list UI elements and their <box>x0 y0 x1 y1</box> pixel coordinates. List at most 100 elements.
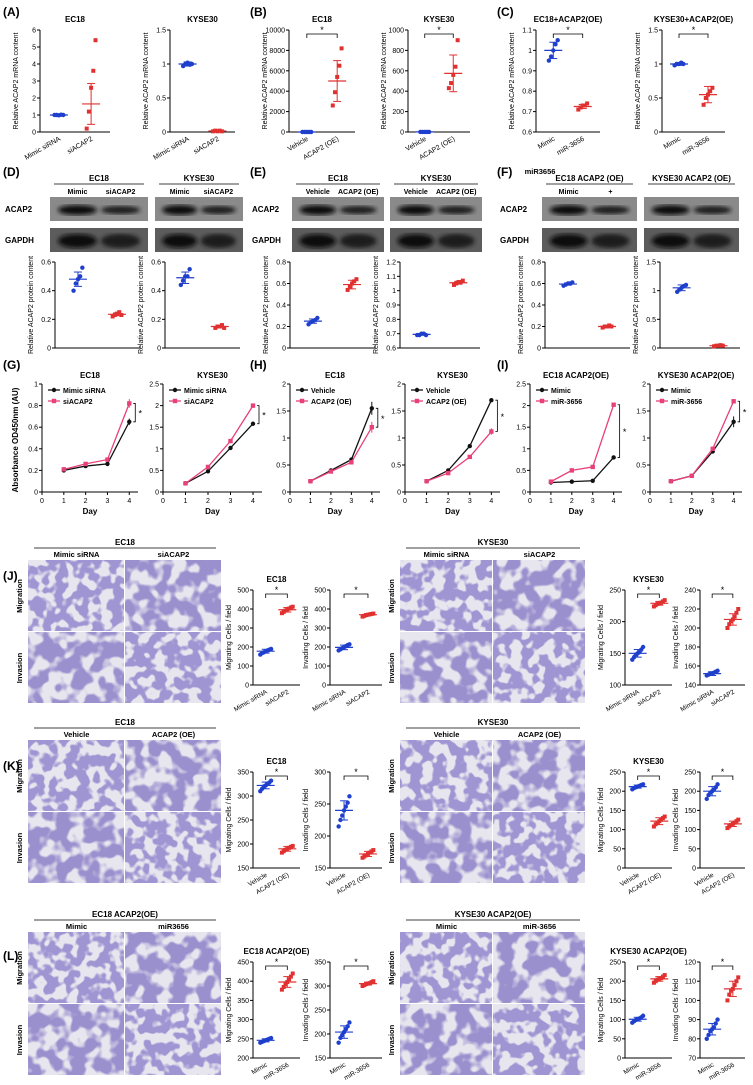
legend-marker <box>51 398 57 404</box>
significance-mark: * <box>721 767 725 777</box>
y-tick-label: 2000 <box>269 109 285 116</box>
significance-bracket <box>678 33 709 38</box>
y-tick-label: 0 <box>157 346 161 353</box>
y-tick-label: 0.2 <box>531 324 541 331</box>
y-tick-label: 350 <box>314 960 326 967</box>
chart-D1: 0 0.2 0.4 0.6 Relative ACAP2 protein content <box>28 256 140 354</box>
y-tick-label: 200 <box>684 789 696 796</box>
y-tick-label: 400 <box>314 607 326 614</box>
y-axis-label: Relative ACAP2 protein content <box>263 256 270 354</box>
band <box>397 205 435 215</box>
band <box>200 206 236 214</box>
y-tick-label: 250 <box>609 588 621 595</box>
significance-bracket <box>343 775 369 780</box>
cell-texture <box>28 932 124 1003</box>
chart-title: EC18 <box>266 575 287 584</box>
significance-mark: * <box>566 25 570 35</box>
y-tick-label: 350 <box>237 770 249 777</box>
data-point <box>290 843 295 848</box>
data-point <box>287 977 292 982</box>
data-point <box>347 284 352 289</box>
chart-title: KYSE30 <box>197 371 228 380</box>
significance-mark: * <box>262 411 266 421</box>
data-point <box>701 102 706 107</box>
significance-bracket <box>737 400 741 423</box>
chart-J4: 140 160 180 200 220 240 Invading Cells / field… <box>673 585 745 713</box>
chart-title: KYSE30 <box>633 757 664 766</box>
significance-bracket <box>343 593 369 598</box>
x-tick-label: 3 <box>349 498 353 505</box>
data-point <box>662 814 667 819</box>
legend-marker <box>659 398 665 404</box>
y-tick-label: 0.9 <box>522 68 532 75</box>
data-point <box>611 402 616 407</box>
data-point <box>467 454 472 460</box>
y-tick-label: 0 <box>47 346 51 353</box>
data-point <box>352 279 357 284</box>
cell-texture <box>28 632 124 703</box>
y-axis-label: Migrating Cells / field <box>226 787 233 852</box>
x-tick-label: 4 <box>612 498 616 505</box>
micrograph-column-label: Vehicle <box>434 730 460 739</box>
x-tick-label: 2 <box>206 498 210 505</box>
significance-bracket <box>617 404 621 458</box>
y-tick-label: 1 <box>282 436 286 443</box>
band <box>100 206 141 214</box>
x-axis-label: Day <box>328 507 343 516</box>
data-point <box>453 64 458 69</box>
data-point <box>489 398 494 403</box>
y-axis-label: Relative ACAP2 mRNA content <box>635 33 642 130</box>
protein-label-acap2: ACAP2 <box>500 205 528 214</box>
data-point <box>93 38 98 43</box>
micrograph-column-label: Mimic siRNA <box>54 550 100 559</box>
y-tick-label: 8000 <box>269 48 285 55</box>
data-point <box>183 481 188 486</box>
cell-texture <box>125 632 221 703</box>
cell-texture <box>493 812 585 883</box>
y-tick-label: 2.5 <box>516 382 526 389</box>
data-point <box>668 479 674 484</box>
y-tick-label: 0 <box>34 490 38 497</box>
blot-group-title: EC18 <box>328 174 349 183</box>
band <box>57 205 98 215</box>
chart-K1: 150 200 250 300 350 EC18 Migrating Cells / fie… <box>226 757 300 896</box>
data-point <box>71 288 76 293</box>
micrograph-title: EC18 <box>115 718 136 727</box>
significance-mark: * <box>437 25 441 35</box>
y-tick-label: 2 <box>642 382 646 389</box>
y-tick-label: 0 <box>400 130 404 137</box>
panel-label-L: (L) <box>3 949 18 963</box>
chart-title: KYSE30 <box>437 371 468 380</box>
significance-bracket <box>265 593 288 598</box>
chart-E1: 0 0.2 0.4 0.6 0.8 Relative ACAP2 protein cont… <box>263 256 375 354</box>
x-tick-label: 1 <box>549 498 553 505</box>
data-point <box>734 610 739 615</box>
micrograph-column-label: miR-3656 <box>523 922 556 931</box>
legend-label: Vehicle <box>426 388 450 395</box>
data-point <box>736 975 741 980</box>
y-tick-label: 100 <box>684 827 696 834</box>
blot-group-title: EC18 <box>89 174 110 183</box>
legend-marker <box>659 387 665 393</box>
series-line <box>670 401 735 482</box>
band <box>299 205 337 215</box>
y-tick-label: 50 <box>613 846 621 853</box>
data-point <box>555 38 560 43</box>
y-tick-label: 1.5 <box>156 28 166 35</box>
blot-F-2: KYSE30 ACAP2 (OE) <box>644 174 739 252</box>
y-axis-label: Relative ACAP2 protein content <box>138 256 145 354</box>
chart-F2: 0 0.5 1 1.5 Relative ACAP2 protein content <box>633 256 740 354</box>
micrograph-L-right: KYSE30 ACAP2(OE) Mimic miR-3656 Migration In… <box>387 910 585 1075</box>
cell-texture <box>28 1004 124 1075</box>
significance-mark: * <box>381 414 385 424</box>
lane-label: Vehicle <box>306 189 330 196</box>
legend-label: Mimic <box>551 388 571 395</box>
x-tick-label: 1 <box>184 498 188 505</box>
chart-title: EC18 <box>65 15 86 24</box>
y-tick-label: 100 <box>609 1017 621 1024</box>
lane-label: + <box>608 189 612 196</box>
chart-title: EC18 ACAP2(OE) <box>543 371 609 380</box>
y-tick-label: 0.5 <box>636 463 646 470</box>
cell-texture <box>493 632 585 703</box>
legend-label: Mimic <box>671 388 691 395</box>
